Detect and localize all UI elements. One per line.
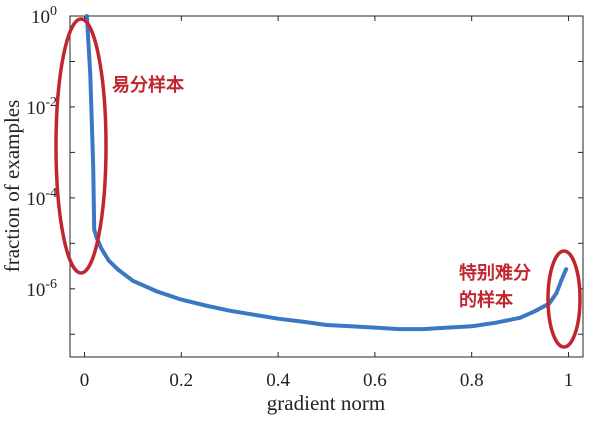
easy-samples-label: 易分样本 [112,74,184,96]
series-point [373,326,377,330]
series-point [85,14,89,18]
hard-samples-label-line1: 特别难分 [459,262,531,284]
y-tick-label-exponent: 0 [50,4,57,19]
series-point [155,289,159,294]
x-tick-label: 1 [564,370,574,391]
series-point [533,309,537,313]
series-point [107,258,111,263]
series-point [564,267,568,271]
y-tick-label-base: 10 [26,280,45,301]
series-point [421,327,425,331]
x-tick-label: 0.4 [266,370,290,391]
series-point [445,326,450,330]
y-tick-label: 100 [31,4,57,28]
series-point [92,228,96,232]
hard-samples-label-line2: 的样本 [459,289,513,311]
series-point [518,316,522,320]
x-tick-label: 0.6 [363,370,387,391]
y-tick-label: 10-4 [26,186,57,210]
plot-area-frame [69,15,584,358]
y-tick-label-exponent: -4 [45,186,57,201]
series-point [99,247,104,251]
hard-samples-ellipse [546,249,582,349]
series-point [91,164,95,168]
x-tick-label: 0 [80,370,90,391]
y-tick-label-base: 10 [31,7,50,28]
series-point [324,323,329,327]
x-tick-label: 0.8 [460,370,484,391]
x-axis-label: gradient norm [267,391,385,415]
series-point [276,317,280,321]
series-point [397,327,401,331]
y-tick-label: 10-6 [26,277,57,301]
series-point [470,324,474,328]
series-point [116,268,120,272]
x-tick-label: 0.2 [169,370,193,391]
y-tick-label: 10-2 [26,95,57,119]
y-tick-label-exponent: -2 [45,95,57,110]
series-point [300,320,304,324]
series-point [349,324,353,328]
y-tick-label-base: 10 [26,98,45,119]
series-point [559,279,563,283]
series-point [203,303,208,308]
series-point [131,279,135,283]
series-point [228,309,232,313]
series-point [252,313,256,317]
series-point [179,298,183,302]
y-axis-label: fraction of examples [0,100,24,273]
series-point [88,73,92,77]
easy-samples-ellipse [54,17,108,275]
x-axis-ticks: 0 0.2 0.4 0.6 0.8 1 [80,16,573,391]
series-point [494,321,498,325]
y-tick-label-base: 10 [26,189,45,210]
series-point [554,291,559,295]
series-line [84,14,569,332]
y-tick-label-exponent: -6 [45,277,57,292]
